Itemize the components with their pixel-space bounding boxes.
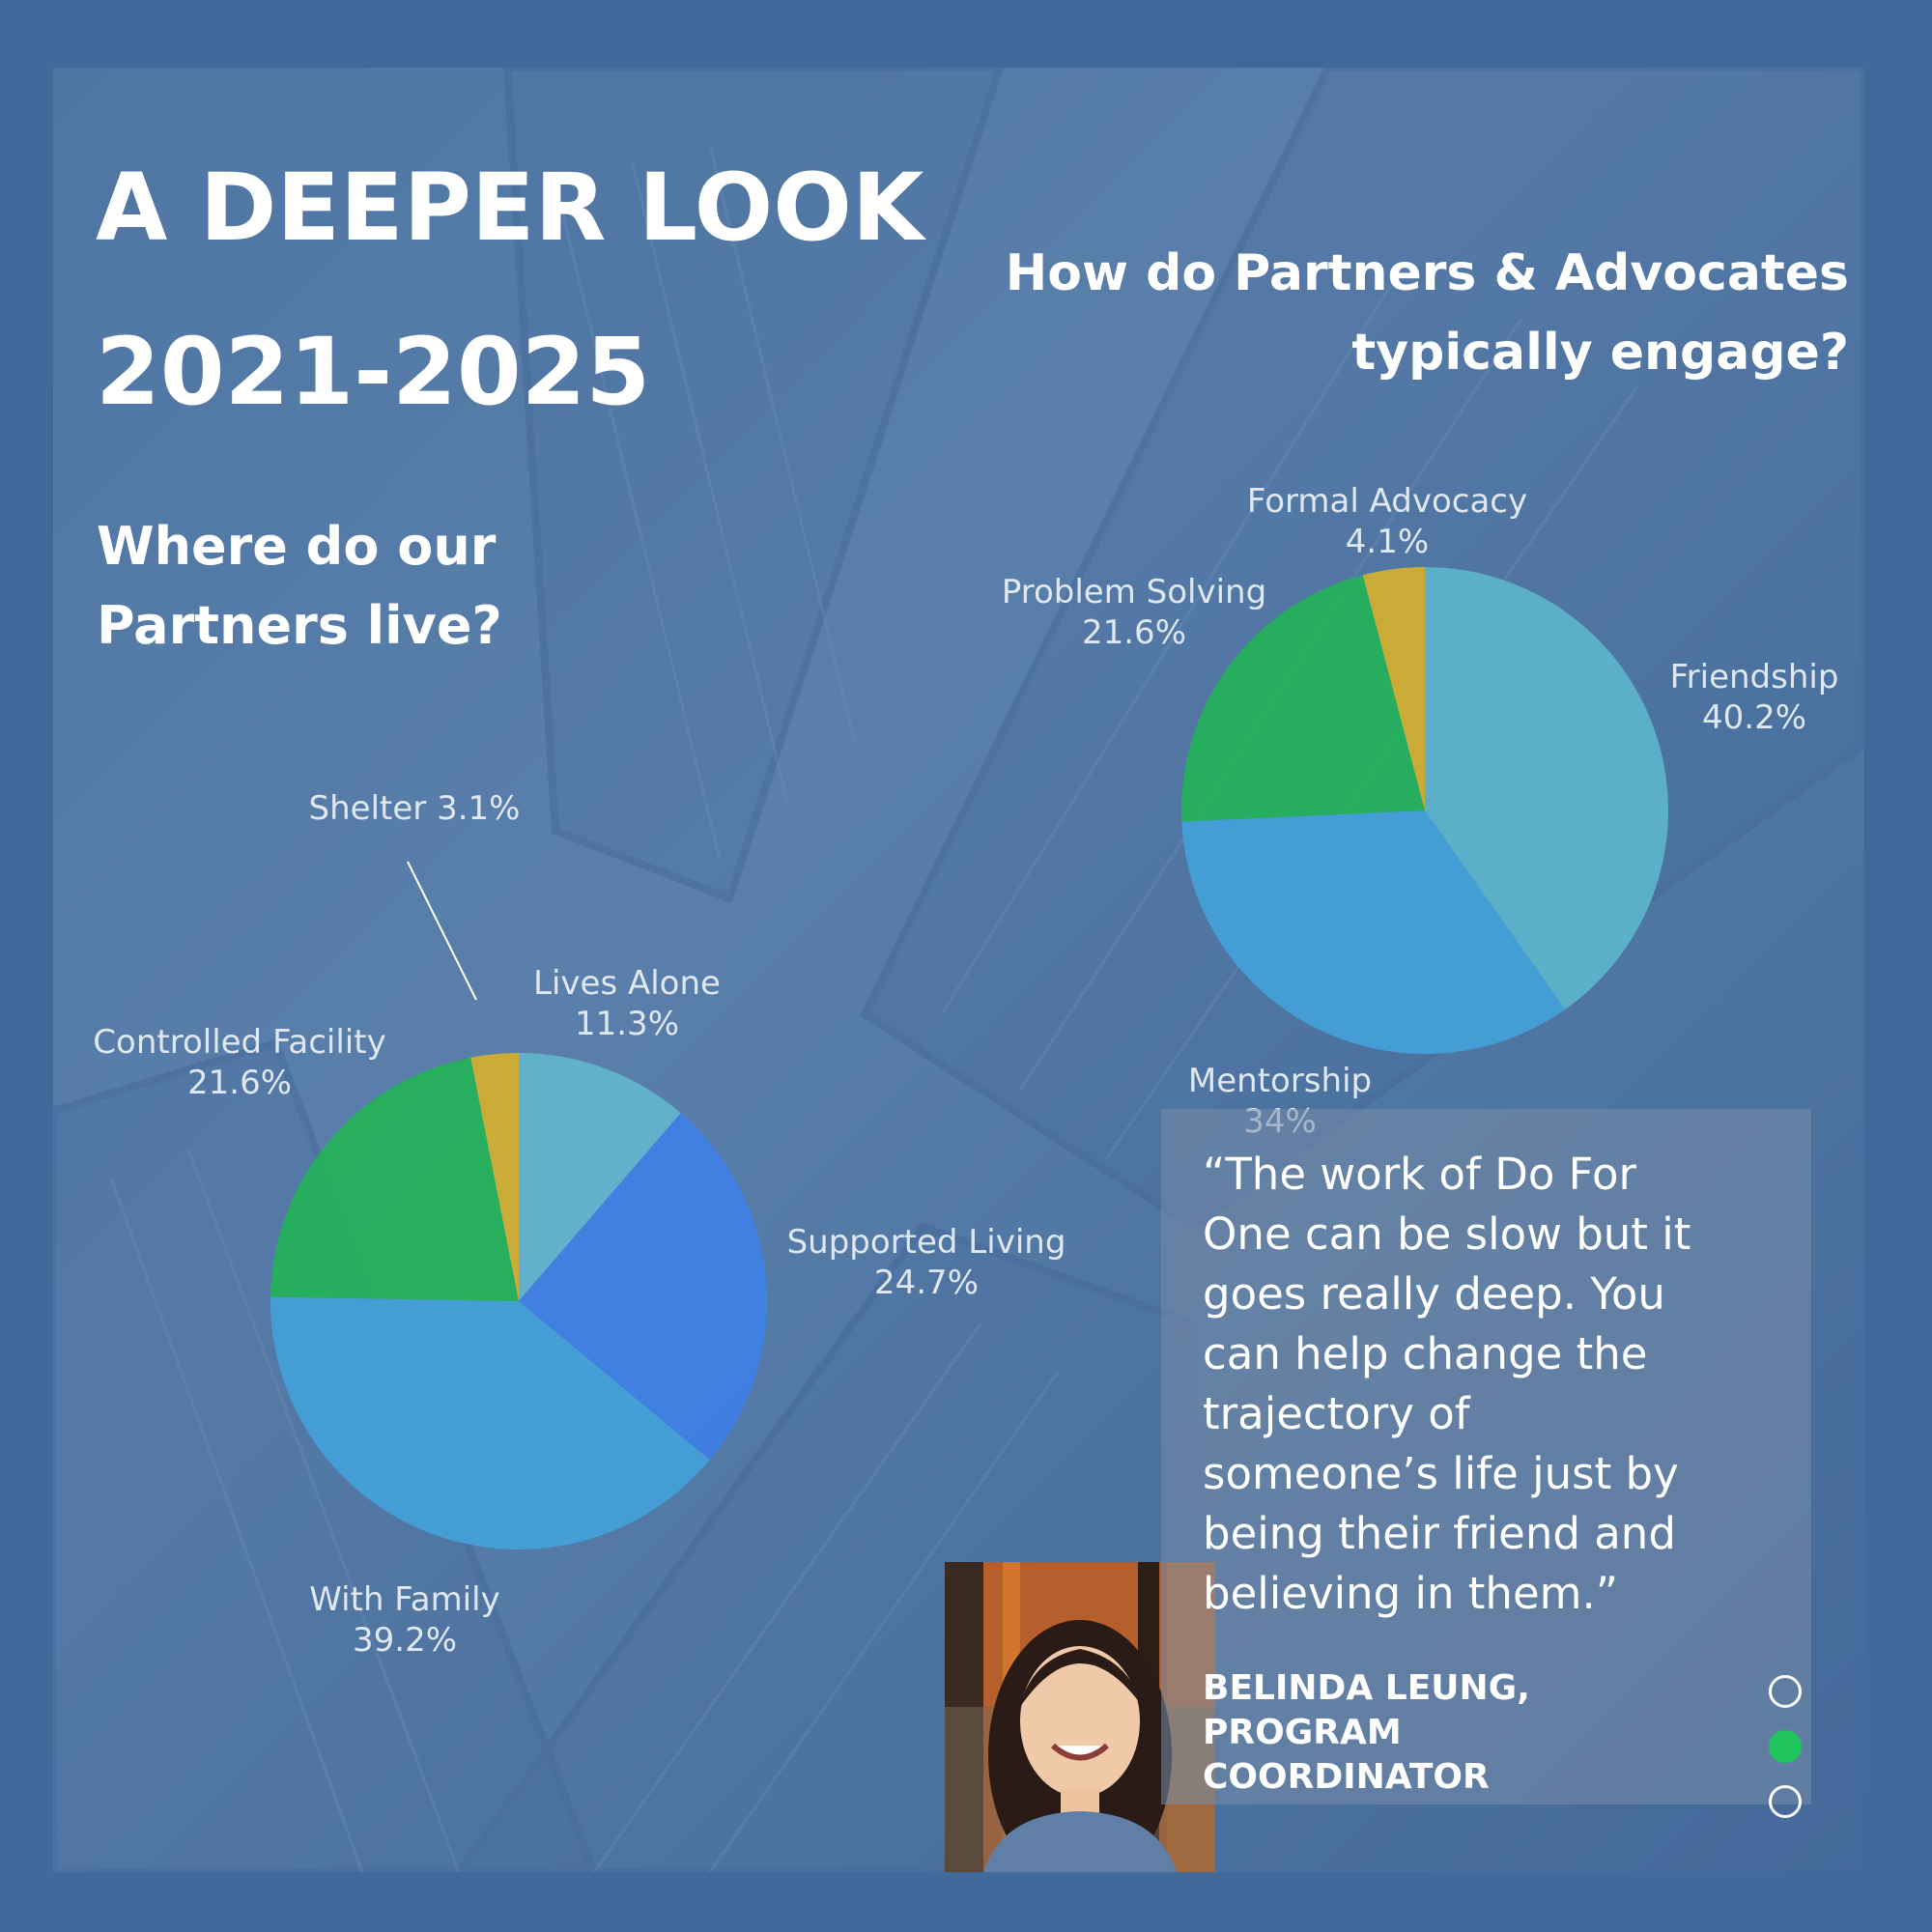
carousel-dot-1[interactable]	[1769, 1675, 1802, 1708]
slice-label: Lives Alone	[533, 964, 721, 1003]
title-line-2: 2021-2025	[96, 318, 651, 426]
living-situation-pie-chart	[270, 861, 767, 1549]
quote-card	[1161, 1109, 1811, 1804]
slice-label: Supported Living	[786, 1223, 1066, 1262]
pie-slice-mentorship	[1181, 810, 1566, 1054]
quote-line: can help change the	[1203, 1328, 1648, 1379]
shelter-leader-line	[407, 861, 477, 1001]
slice-value: 21.6%	[1081, 613, 1186, 652]
right-heading-line-1: How do Partners & Advocates	[1005, 244, 1849, 302]
quote-line: someone’s life just by	[1203, 1448, 1679, 1499]
left-heading-line-1: Where do our	[97, 516, 497, 577]
pie-slice-formal-advocacy	[1362, 567, 1425, 810]
pie-label-problem-solving: Problem Solving 21.6%	[1002, 572, 1266, 653]
pie-label-friendship: Friendship 40.2%	[1670, 657, 1839, 738]
quote-line: goes really deep. You	[1203, 1268, 1665, 1320]
author-line-2: COORDINATOR	[1203, 1757, 1490, 1797]
pie-label-supported-living: Supported Living 24.7%	[787, 1222, 1066, 1303]
slice-label: Problem Solving	[1001, 573, 1267, 611]
slice-value: 21.6%	[186, 1064, 293, 1102]
carousel-dot-2[interactable]	[1769, 1730, 1802, 1763]
quote-text: “The work of Do For One can be slow but …	[1203, 1145, 1715, 1624]
left-heading-line-2: Partners live?	[97, 595, 502, 656]
pie-label-controlled-facility: Controlled Facility 21.6%	[93, 1022, 385, 1103]
pie-label-formal-advocacy: Formal Advocacy 4.1%	[1247, 481, 1527, 562]
quote-line: being their friend and	[1203, 1508, 1676, 1559]
pie-slice-lives-alone	[519, 1053, 681, 1301]
quote-line: believing in them.”	[1203, 1568, 1619, 1619]
left-chart-heading: Where do our Partners live?	[97, 507, 676, 666]
pie-label-with-family: With Family 39.2%	[309, 1579, 499, 1661]
pie-slice-supported-living	[519, 1113, 767, 1461]
carousel-dot-3[interactable]	[1769, 1785, 1802, 1818]
quote-line: trajectory of	[1203, 1388, 1470, 1439]
right-heading-line-2: typically engage?	[1351, 324, 1849, 382]
slice-label: Shelter	[308, 789, 427, 828]
slice-value: 24.7%	[873, 1264, 979, 1302]
slice-value: 4.1%	[1345, 523, 1430, 561]
pie-slice-shelter	[470, 1053, 519, 1301]
title-line-1: A DEEPER LOOK	[96, 154, 924, 262]
page-title: A DEEPER LOOK 2021-2025	[96, 126, 923, 454]
quote-line: One can be slow but it	[1203, 1208, 1691, 1260]
slice-label: Formal Advocacy	[1246, 482, 1528, 521]
slice-label: Mentorship	[1187, 1062, 1373, 1100]
engagement-pie-chart	[1181, 567, 1668, 1054]
pie-slice-friendship	[1425, 567, 1668, 1010]
slice-label: With Family	[309, 1580, 500, 1619]
slice-label: Controlled Facility	[93, 1023, 386, 1062]
pie-slice-with-family	[270, 1296, 710, 1549]
slice-value: 39.2%	[352, 1621, 458, 1660]
pie-slice-controlled-facility	[270, 1057, 519, 1301]
quote-author: BELINDA LEUNG, PROGRAM COORDINATOR	[1203, 1666, 1705, 1800]
author-line-1: BELINDA LEUNG, PROGRAM	[1203, 1668, 1530, 1752]
slice-value: 3.1%	[437, 789, 521, 828]
pie-slice-problem-solving	[1181, 575, 1425, 822]
slice-value: 40.2%	[1701, 698, 1807, 737]
pie-label-lives-alone: Lives Alone 11.3%	[533, 963, 721, 1044]
pie-label-shelter: Shelter 3.1%	[309, 788, 521, 829]
quote-line: “The work of Do For	[1203, 1149, 1636, 1200]
right-chart-heading: How do Partners & Advocates typically en…	[883, 234, 1849, 392]
slice-value: 11.3%	[574, 1005, 679, 1043]
slice-label: Friendship	[1669, 658, 1839, 696]
